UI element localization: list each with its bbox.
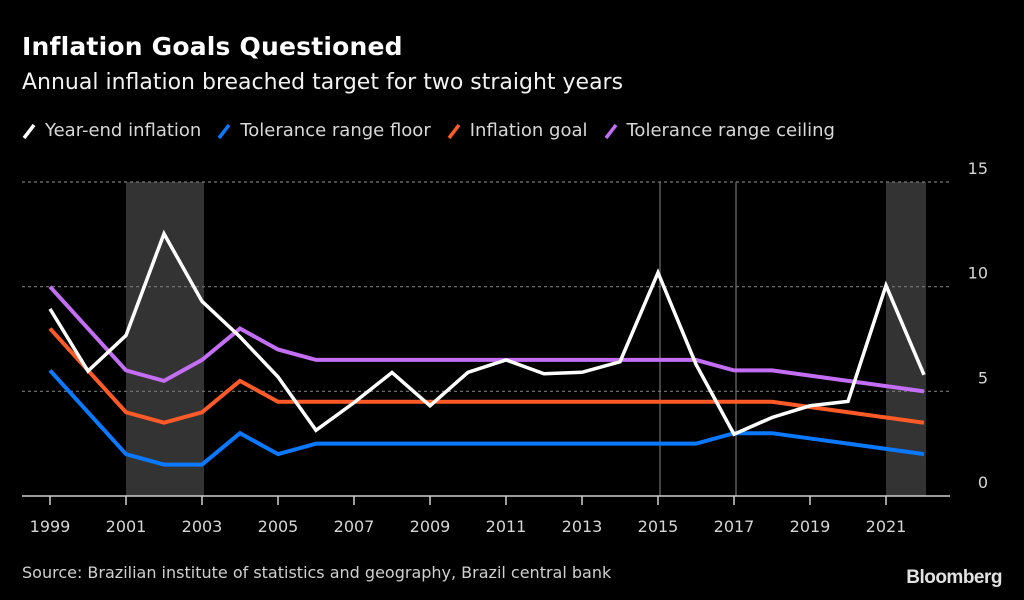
shaded-period [886, 182, 926, 496]
x-tick-label: 2017 [714, 517, 755, 536]
legend-swatch-icon [22, 123, 36, 139]
legend-swatch-line [22, 123, 36, 139]
legend: Year-end inflation Tolerance range floor… [22, 120, 851, 141]
y-tick-label: 0 [978, 473, 988, 492]
source-note: Source: Brazilian institute of statistic… [22, 563, 612, 582]
chart-title: Inflation Goals Questioned [22, 32, 403, 61]
legend-swatch-line [604, 123, 617, 139]
gridlines [22, 181, 950, 392]
series-line-year-end-inflation [48, 229, 926, 437]
x-tick-label: 2003 [182, 517, 223, 536]
legend-swatch-line [217, 123, 231, 139]
x-tick-label: 2001 [106, 517, 147, 536]
series-line-tolerance-range-floor [48, 369, 925, 467]
x-axis: 1999 2001 2003 2005 2007 2009 2011 2013 2015 2017… [22, 495, 950, 536]
shaded-periods [126, 182, 926, 496]
legend-item-tolerance-ceiling: Tolerance range ceiling [604, 120, 835, 141]
legend-item-inflation-goal: Inflation goal [447, 120, 588, 141]
legend-item-year-end-inflation: Year-end inflation [22, 120, 201, 141]
legend-swatch-icon [447, 123, 461, 139]
legend-swatch-icon [217, 123, 231, 139]
legend-swatch-icon [604, 123, 617, 139]
legend-item-tolerance-floor: Tolerance range floor [217, 120, 431, 141]
chart-subtitle: Annual inflation breached target for two… [22, 70, 624, 95]
x-tick-label: 2011 [486, 517, 527, 536]
legend-label: Inflation goal [469, 120, 588, 141]
vertical-markers [659, 182, 737, 496]
shaded-period [126, 182, 204, 496]
legend-label: Year-end inflation [45, 120, 202, 141]
series-line-inflation-goal [48, 327, 925, 425]
series-lines [48, 229, 926, 467]
x-tick-label: 1999 [30, 517, 71, 536]
bloomberg-logo: Bloomberg [906, 567, 1002, 588]
x-tick-label: 2005 [258, 517, 299, 536]
x-tick-label: 2013 [562, 517, 603, 536]
y-tick-label: 5 [978, 368, 988, 387]
legend-label: Tolerance range ceiling [626, 120, 835, 141]
x-tick-label: 2009 [410, 517, 451, 536]
series-line-tolerance-range-ceiling [48, 285, 925, 394]
y-tick-label: 15 [968, 159, 988, 178]
x-tick-label: 2019 [790, 517, 831, 536]
x-tick-label: 2007 [334, 517, 375, 536]
x-tick-label: 2021 [866, 517, 907, 536]
y-tick-label: 10 [968, 264, 988, 283]
x-tick-label: 2015 [638, 517, 679, 536]
legend-label: Tolerance range floor [240, 120, 431, 141]
y-axis-ticks: 0 5 10 15 [968, 159, 988, 492]
legend-swatch-line [447, 123, 461, 139]
